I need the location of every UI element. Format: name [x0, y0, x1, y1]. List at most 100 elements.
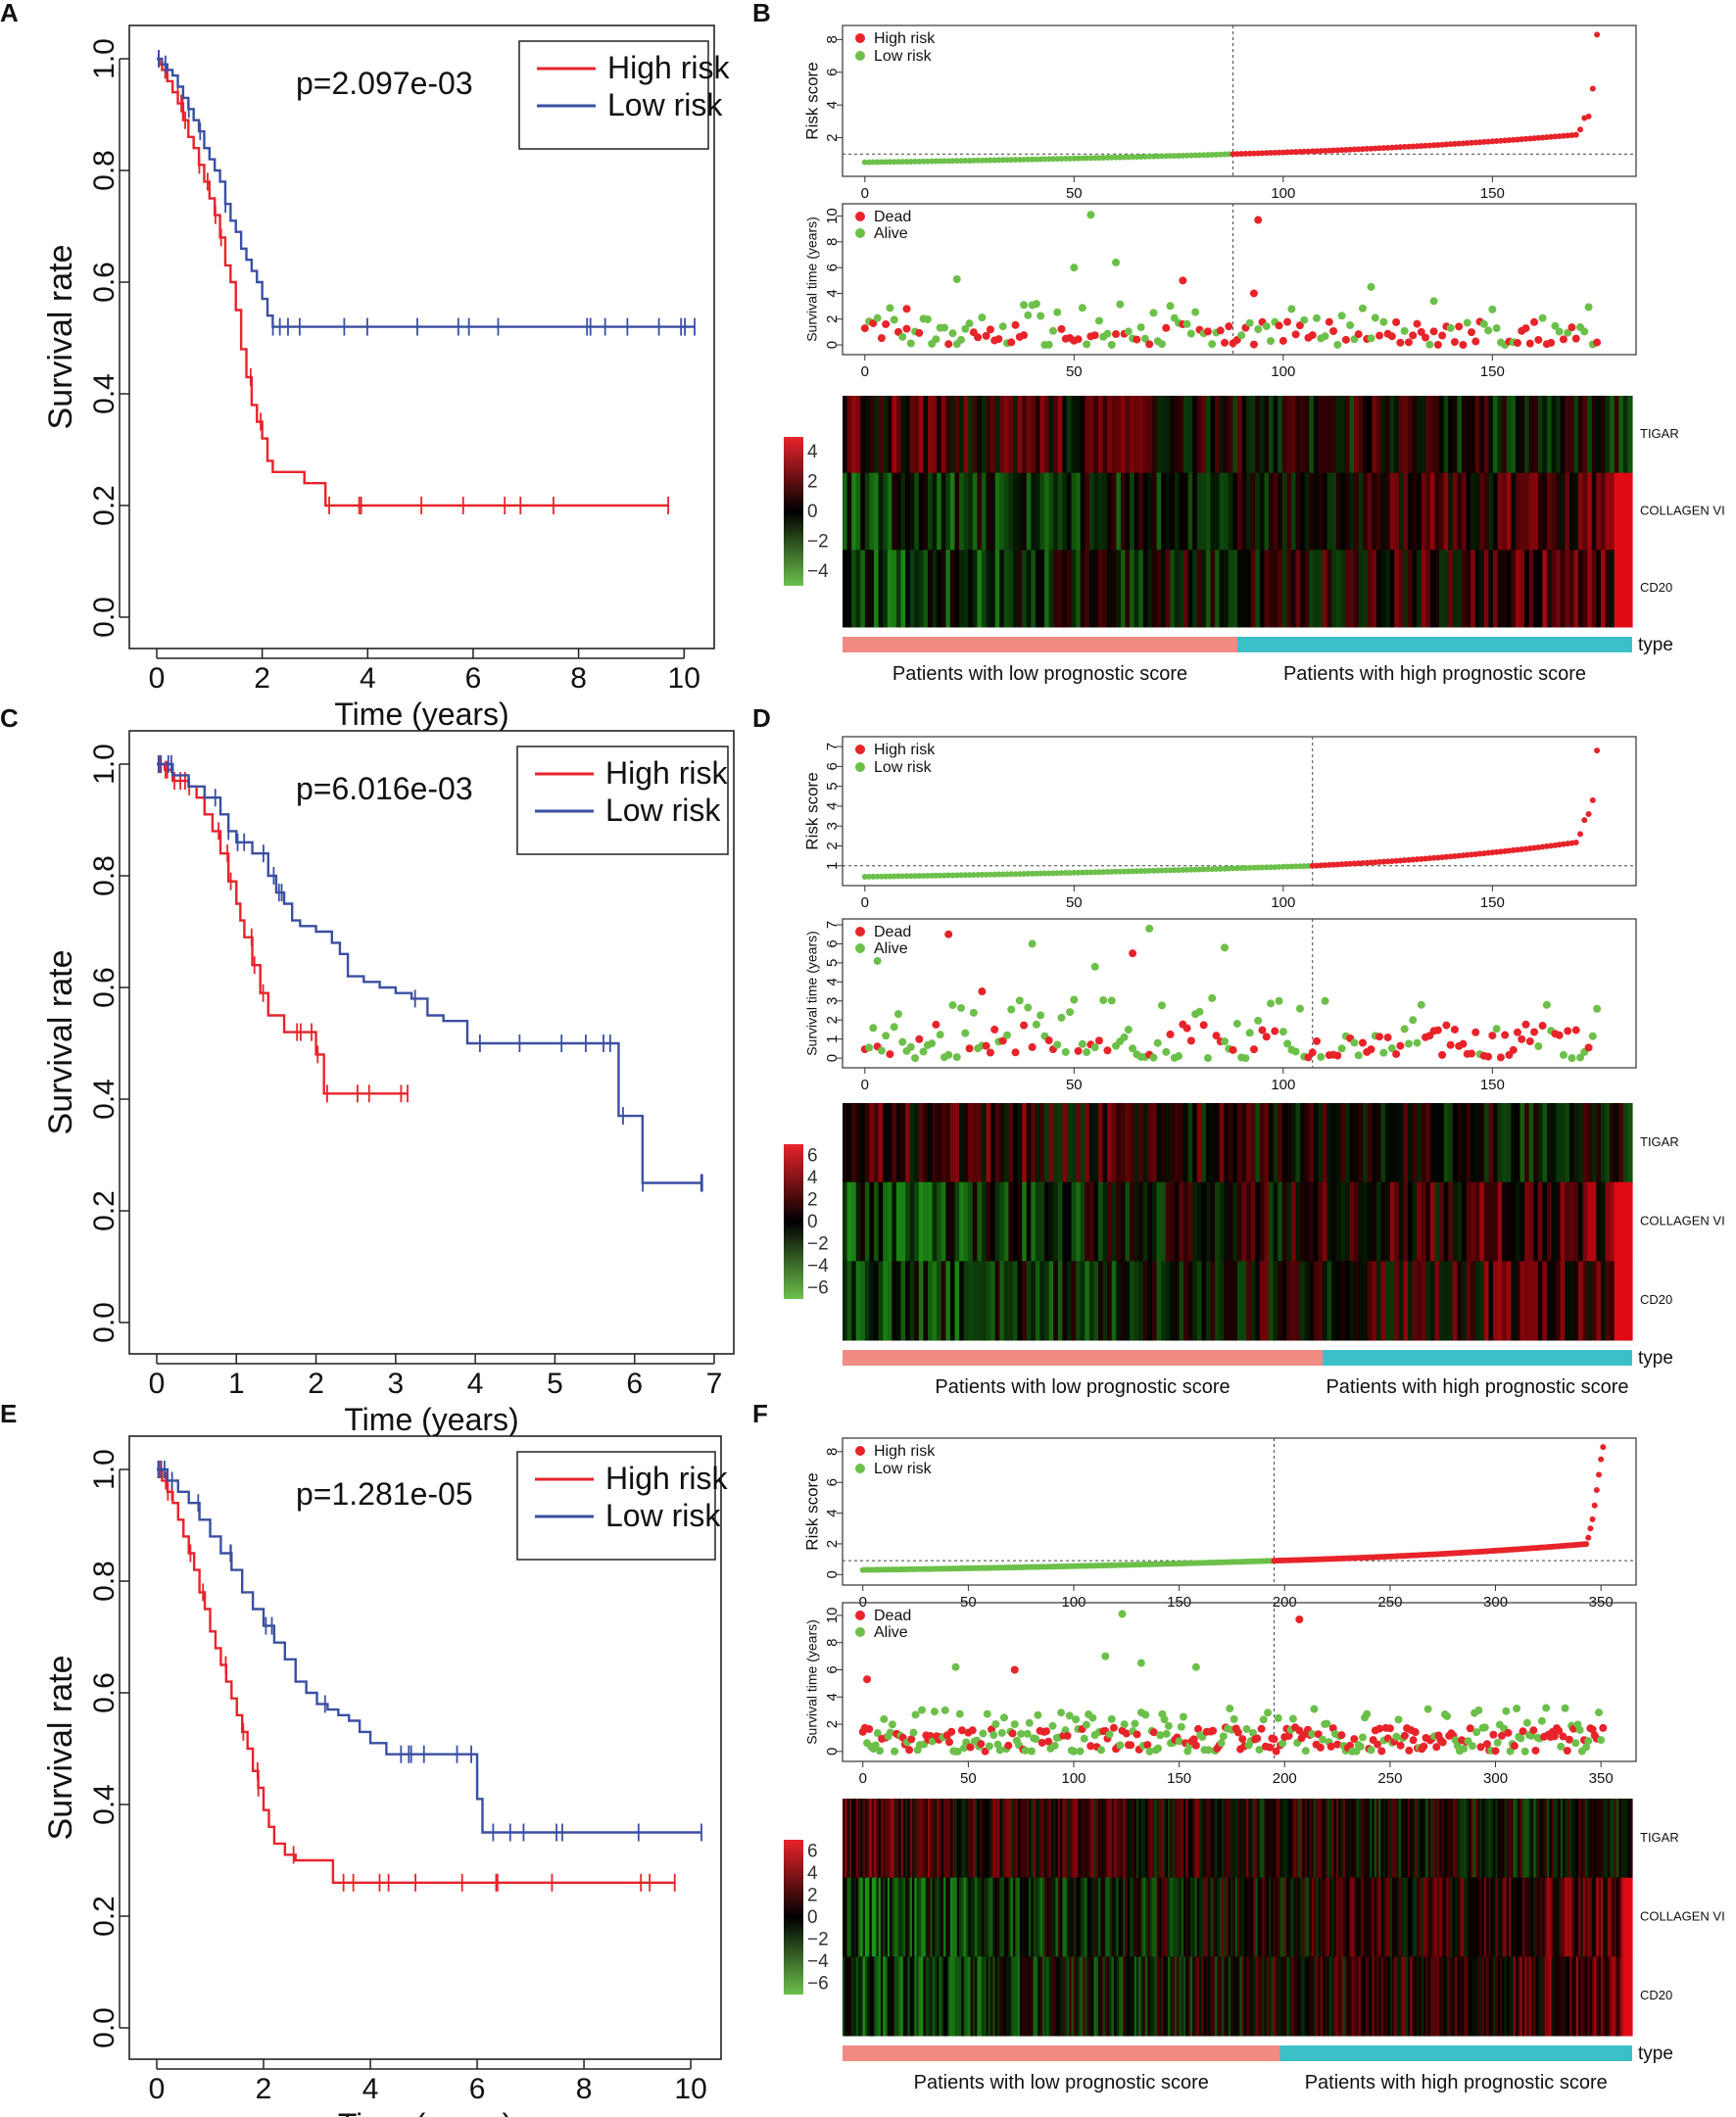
heatmap-cell: [1403, 472, 1409, 551]
heatmap-cell: [1230, 1956, 1234, 2037]
heatmap-cell: [1326, 1956, 1330, 2037]
risk-point: [1585, 811, 1592, 818]
heatmap-cell: [1429, 1799, 1433, 1879]
heatmap-cell: [1560, 1956, 1564, 2037]
heatmap-cell: [1605, 1181, 1611, 1262]
heatmap-cell: [1264, 396, 1270, 474]
heatmap-cell: [1215, 1261, 1221, 1341]
heatmap-cell: [1273, 1181, 1278, 1262]
risk-point: [1012, 871, 1019, 878]
x-tick-label: 100: [1271, 1077, 1295, 1093]
heatmap-cell: [874, 1799, 877, 1879]
x-tick-label: 350: [1589, 1770, 1614, 1787]
heatmap-cell: [945, 550, 951, 628]
heatmap-cell: [1479, 472, 1485, 551]
survival-point: [1070, 1747, 1079, 1756]
heatmap-cell: [1318, 472, 1324, 551]
x-tick-label: 50: [960, 1770, 977, 1787]
heatmap-cell: [1095, 1799, 1099, 1879]
heatmap-cell: [1250, 1877, 1254, 1957]
heatmap-cell: [1250, 1261, 1256, 1341]
heatmap-cell: [1340, 472, 1346, 551]
risk-point: [1233, 865, 1240, 872]
heatmap-cell: [1219, 1799, 1223, 1879]
risk-point: [1572, 840, 1579, 846]
heatmap-cell: [1472, 1877, 1476, 1957]
risk-point: [999, 871, 1006, 878]
heatmap-cell: [1278, 396, 1283, 474]
heatmap-cell: [937, 1103, 942, 1183]
heatmap-cell: [1053, 1261, 1059, 1341]
heatmap-cell: [1506, 1799, 1510, 1879]
survival-point: [1409, 1016, 1418, 1025]
y-tick-label: 8: [824, 1448, 841, 1456]
heatmap-cell: [1066, 472, 1073, 551]
heatmap-cell: [1304, 1799, 1308, 1879]
heatmap-cell: [925, 1956, 929, 2037]
heatmap-cell: [1594, 1877, 1597, 1957]
survival-point: [1141, 1710, 1150, 1719]
heatmap-cell: [937, 1799, 940, 1879]
risk-point: [1314, 862, 1320, 869]
heatmap-cell: [900, 550, 906, 628]
heatmap-cell: [1239, 1799, 1243, 1879]
heatmap-cell: [1434, 1261, 1440, 1341]
heatmap-cell: [1219, 1956, 1223, 2037]
heatmap-cell: [1165, 472, 1171, 551]
survival-point: [1423, 1705, 1432, 1713]
heatmap-cell: [1185, 1956, 1189, 2037]
heatmap-cell: [905, 1956, 909, 2037]
heatmap-cell: [959, 550, 965, 628]
heatmap-cell: [1311, 1799, 1315, 1879]
heatmap-cell: [977, 1181, 983, 1262]
risk-point: [1388, 144, 1395, 151]
heatmap-cell: [1156, 1877, 1160, 1957]
y-axis-title: Risk score: [802, 62, 821, 139]
heatmap-cell: [1071, 1103, 1077, 1183]
heatmap-cell: [1309, 396, 1315, 474]
heatmap-cell: [1221, 1877, 1225, 1957]
heatmap-cell: [939, 1799, 942, 1879]
heatmap-cell: [940, 396, 946, 474]
heatmap-cell: [1286, 472, 1292, 551]
heatmap-cell: [963, 1877, 967, 1957]
heatmap-cell: [1528, 1103, 1534, 1183]
heatmap-cell: [1029, 1877, 1032, 1957]
heatmap-cell: [1017, 1181, 1023, 1262]
heatmap-cell: [1375, 472, 1382, 551]
survival-point: [1367, 1746, 1375, 1755]
heatmap-cell: [914, 1103, 920, 1183]
type-bar-low: [843, 1350, 1324, 1366]
risk-point: [1004, 871, 1010, 878]
heatmap-cell: [1349, 1956, 1353, 2037]
heatmap-cell: [1412, 1181, 1418, 1262]
heatmap-cell: [1461, 396, 1468, 474]
heatmap-cell: [1403, 1103, 1409, 1183]
heatmap-cell: [1300, 1181, 1306, 1262]
heatmap-cell: [1335, 1261, 1341, 1341]
heatmap-cell: [1313, 1877, 1317, 1957]
risk-point: [1364, 145, 1371, 152]
heatmap-cell: [959, 1261, 965, 1341]
x-axis-title: Time (years): [338, 2107, 512, 2117]
survival-point: [1530, 1028, 1539, 1036]
heatmap-cell: [963, 550, 969, 628]
heatmap-cell: [1461, 1103, 1468, 1183]
heatmap-cell: [1571, 1799, 1575, 1879]
heatmap-cell: [1278, 1181, 1283, 1262]
heatmap-cell: [1466, 550, 1471, 628]
heatmap-cell: [1443, 1956, 1447, 2037]
heatmap-cell: [1408, 1877, 1411, 1957]
heatmap-cell: [945, 1877, 949, 1957]
x-tick-label: 100: [1271, 363, 1295, 380]
risk-point: [866, 873, 873, 880]
heatmap-cell: [1091, 1877, 1095, 1957]
survival-point: [982, 1041, 990, 1050]
x-tick-label: 10: [674, 2073, 706, 2105]
risk-point: [1456, 140, 1463, 147]
survival-point: [957, 335, 966, 344]
heatmap-cell: [846, 396, 852, 474]
risk-point: [887, 159, 893, 166]
heatmap-cell: [878, 1956, 882, 2037]
heatmap-cell: [1589, 1799, 1593, 1879]
